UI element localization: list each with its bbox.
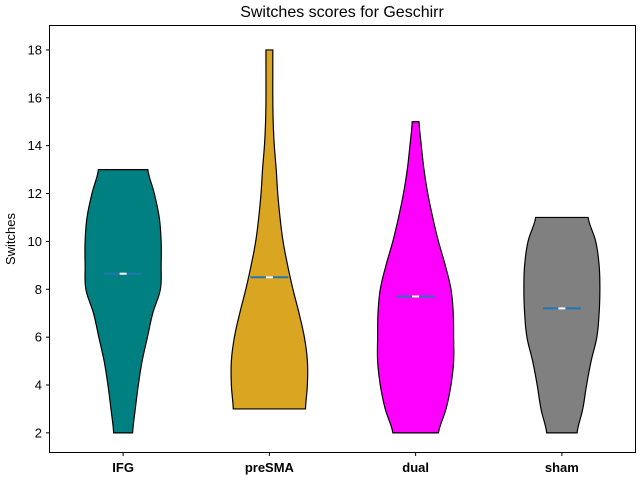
y-axis-title: Switches <box>3 212 18 265</box>
y-tick-label: 6 <box>35 330 42 345</box>
y-tick-label: 12 <box>28 186 42 201</box>
y-axis: 2 4 6 8 10 12 14 16 18 <box>28 42 50 440</box>
x-tick-label: preSMA <box>245 460 295 475</box>
y-tick-label: 10 <box>28 234 42 249</box>
y-tick-label: 8 <box>35 282 42 297</box>
x-tick-label: sham <box>545 460 579 475</box>
y-tick-label: 14 <box>28 138 42 153</box>
x-tick-label: IFG <box>112 460 134 475</box>
chart-title: Switches scores for Geschirr <box>240 4 444 21</box>
y-tick-label: 16 <box>28 90 42 105</box>
x-tick-label: dual <box>402 460 429 475</box>
violin-IFG <box>84 169 162 434</box>
y-tick-label: 4 <box>35 377 42 392</box>
y-tick-label: 18 <box>28 42 42 57</box>
violin-dual <box>376 121 455 434</box>
violin-group <box>84 49 601 434</box>
violin-sham <box>523 216 601 434</box>
violin-preSMA <box>230 49 309 410</box>
y-tick-label: 2 <box>35 425 42 440</box>
x-axis: IFG preSMA dual sham <box>112 452 579 475</box>
plot-area-frame <box>49 25 636 453</box>
